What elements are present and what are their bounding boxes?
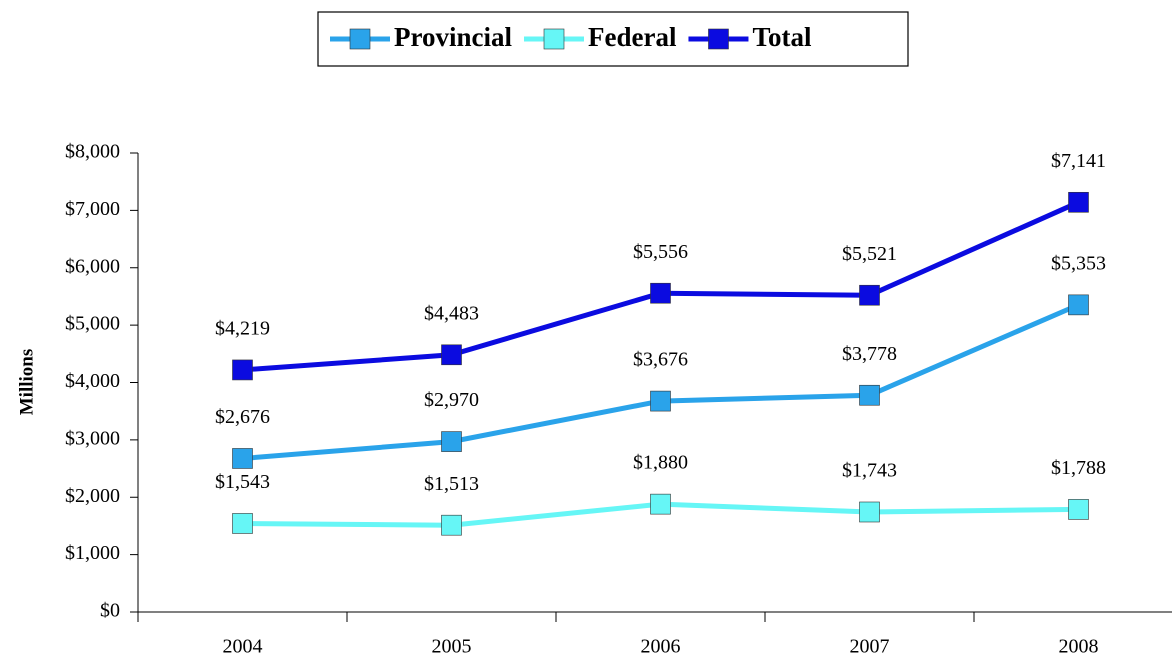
data-label: $7,141 [1051,150,1106,172]
x-tick-label: 2005 [432,636,472,658]
marker [232,448,253,469]
y-tick-label: $0 [100,600,120,622]
series-line [242,302,1080,461]
data-label: $1,788 [1051,457,1106,479]
data-label: $1,513 [424,473,479,495]
marker [441,431,462,452]
y-tick-label: $3,000 [65,427,120,449]
data-label: $1,880 [633,452,688,474]
x-tick-label: 2008 [1059,636,1099,658]
data-label: $5,556 [633,241,688,263]
y-tick-label: $7,000 [65,198,120,220]
marker [441,514,462,536]
data-label: $3,778 [842,343,897,365]
legend-marker [349,28,371,50]
data-label: $5,353 [1051,252,1106,274]
legend-label: Total [752,22,812,52]
data-label: $4,483 [424,302,479,324]
data-label: $1,543 [215,471,270,493]
legend-label: Provincial [394,22,512,52]
x-tick-label: 2004 [223,636,263,658]
data-label: $5,521 [842,243,897,265]
marker [232,513,253,534]
data-label: $2,676 [215,406,270,428]
y-tick-label: $2,000 [65,485,120,507]
marker [1068,499,1089,520]
marker [859,384,880,406]
marker [650,493,671,515]
data-label: $3,676 [633,349,688,371]
y-tick-label: $5,000 [65,313,120,335]
marker [650,390,671,412]
marker [859,284,880,306]
marker [1068,294,1089,316]
marker [232,359,253,381]
marker [1068,191,1089,213]
x-tick-label: 2006 [641,636,681,658]
data-label: $4,219 [215,318,270,340]
legend-marker [708,28,729,50]
y-tick-label: $4,000 [65,370,120,392]
y-tick-label: $6,000 [65,255,120,277]
data-label: $2,970 [424,389,479,411]
marker [650,282,671,304]
marker [441,344,462,366]
x-tick-label: 2007 [850,636,890,658]
y-axis-label: Millions [16,349,37,416]
legend-label: Federal [588,22,677,52]
marker [859,501,880,523]
data-label: $1,743 [842,460,897,482]
y-tick-label: $1,000 [65,542,120,564]
legend-marker [543,28,565,50]
y-tick-label: $8,000 [65,141,120,163]
legend-box [317,11,909,67]
